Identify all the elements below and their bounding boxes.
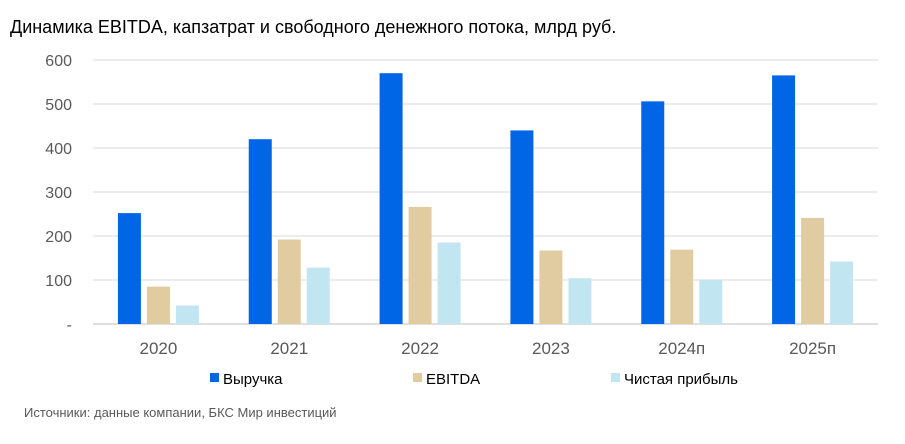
- source-note: Источники: данные компании, БКС Мир инве…: [24, 405, 337, 420]
- legend-label: Чистая прибыль: [624, 371, 738, 388]
- bar: [641, 101, 665, 324]
- bar: [306, 267, 330, 324]
- y-tick-label: -: [67, 317, 72, 334]
- bars: [117, 73, 854, 325]
- y-tick-label: 400: [45, 141, 72, 158]
- bar: [379, 73, 403, 324]
- x-tick-label: 2024п: [658, 339, 705, 358]
- x-tick-label: 2023: [532, 339, 570, 358]
- legend-swatch: [210, 373, 219, 382]
- bar: [277, 239, 301, 324]
- bar: [175, 305, 199, 324]
- legend-label: EBITDA: [426, 371, 480, 388]
- bar: [117, 213, 141, 324]
- bar: [801, 217, 825, 324]
- legend-label: Выручка: [223, 371, 283, 388]
- gridlines: [93, 59, 878, 325]
- bar: [568, 278, 592, 324]
- chart-title: Динамика EBITDA, капзатрат и свободного …: [10, 17, 617, 37]
- bar: [408, 206, 432, 324]
- bar: [830, 261, 854, 324]
- bar: [699, 280, 723, 324]
- y-tick-label: 300: [45, 185, 72, 202]
- x-tick-label: 2021: [270, 339, 308, 358]
- bar: [510, 130, 534, 324]
- legend: Выручка EBITDA Чистая прибыль: [210, 371, 738, 388]
- y-tick-label: 200: [45, 229, 72, 246]
- legend-swatch: [611, 373, 620, 382]
- bar: [146, 286, 170, 324]
- bar: [437, 242, 461, 324]
- x-tick-label: 2022: [401, 339, 439, 358]
- legend-swatch: [413, 373, 422, 382]
- y-tick-label: 600: [45, 53, 72, 70]
- bar: [670, 249, 694, 324]
- bar: [539, 250, 563, 324]
- y-axis-ticks: - 100 200 300 400 500 600: [45, 53, 72, 334]
- x-tick-label: 2020: [140, 339, 178, 358]
- bar: [772, 75, 796, 325]
- bar: [248, 139, 272, 324]
- x-axis-ticks: 2020 2021 2022 2023 2024п 2025п: [140, 339, 837, 358]
- x-tick-label: 2025п: [789, 339, 836, 358]
- y-tick-label: 500: [45, 97, 72, 114]
- y-tick-label: 100: [45, 273, 72, 290]
